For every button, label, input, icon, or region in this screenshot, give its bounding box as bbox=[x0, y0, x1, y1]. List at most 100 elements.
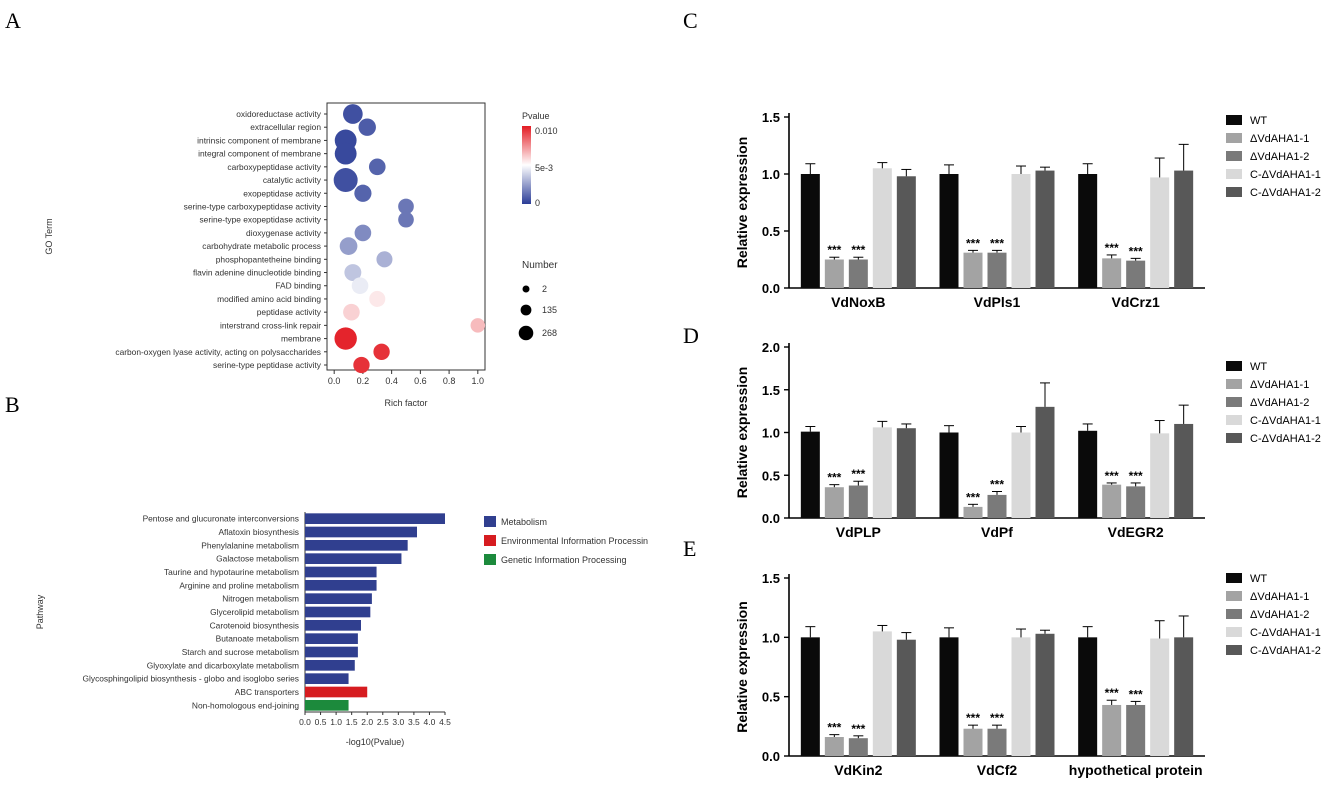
pathway-bar bbox=[305, 686, 368, 698]
y-tick-label: 1.0 bbox=[762, 167, 780, 182]
significance-marker: *** bbox=[1105, 686, 1119, 700]
expression-bar bbox=[848, 485, 868, 518]
expression-bar bbox=[824, 259, 844, 288]
expression-bar bbox=[896, 176, 916, 288]
y-tick-label: 0.5 bbox=[762, 690, 780, 705]
pathway-legend-swatch bbox=[484, 516, 496, 527]
expression-bar bbox=[1126, 260, 1146, 288]
pathway-bar bbox=[305, 553, 402, 564]
gene-label: VdPf bbox=[981, 524, 1013, 540]
pathway-label: Butanoate metabolism bbox=[216, 634, 299, 644]
expression-bar bbox=[824, 737, 844, 756]
expression-bar bbox=[987, 494, 1007, 518]
significance-marker: *** bbox=[966, 236, 980, 250]
gene-label: VdCf2 bbox=[977, 762, 1018, 778]
group-legend-label: ΔVdAHA1-2 bbox=[1250, 397, 1309, 409]
expression-bar bbox=[963, 252, 983, 288]
go-term-label: interstrand cross-link repair bbox=[220, 320, 321, 330]
pathway-label: Aflatoxin biosynthesis bbox=[218, 527, 299, 537]
significance-marker: *** bbox=[851, 243, 865, 257]
go-term-bubble bbox=[358, 118, 376, 136]
group-legend-label: ΔVdAHA1-2 bbox=[1250, 609, 1309, 621]
number-legend-value: 268 bbox=[542, 328, 557, 338]
gene-label: VdKin2 bbox=[834, 762, 882, 778]
group-legend-label: ΔVdAHA1-1 bbox=[1250, 379, 1309, 391]
pathway-bar bbox=[305, 673, 349, 684]
go-term-label: catalytic activity bbox=[263, 175, 322, 185]
pathway-bar bbox=[305, 700, 349, 711]
pathway-bar bbox=[305, 526, 417, 538]
go-term-label: FAD binding bbox=[275, 281, 321, 291]
group-legend-swatch bbox=[1226, 379, 1242, 389]
number-legend-value: 2 bbox=[542, 284, 547, 294]
expression-bar bbox=[848, 738, 868, 756]
pathway-bar bbox=[305, 660, 355, 671]
pathway-bar bbox=[305, 633, 358, 644]
pathway-bar bbox=[305, 540, 408, 551]
significance-marker: *** bbox=[851, 722, 865, 736]
x-tick-label: 3.5 bbox=[408, 717, 420, 727]
expression-bar bbox=[872, 427, 892, 518]
pathway-label: Pentose and glucuronate interconversions bbox=[143, 514, 299, 524]
significance-marker: *** bbox=[966, 490, 980, 504]
y-axis-label: Relative expression bbox=[734, 367, 750, 499]
y-axis-label: Relative expression bbox=[734, 601, 750, 733]
expression-bar bbox=[1011, 637, 1031, 756]
number-legend-dot bbox=[522, 285, 530, 293]
expression-bar bbox=[1011, 174, 1031, 288]
pathway-label: Non-homologous end-joining bbox=[192, 700, 299, 710]
go-term-label: dioxygenase activity bbox=[246, 228, 322, 238]
expression-bar bbox=[896, 428, 916, 518]
expression-bar bbox=[1126, 704, 1146, 756]
expression-bar bbox=[1011, 432, 1031, 518]
go-term-bubble bbox=[353, 356, 370, 374]
pathway-legend-label: Environmental Information Processin bbox=[501, 536, 648, 546]
group-legend-swatch bbox=[1226, 115, 1242, 125]
pvalue-legend-tick: 0 bbox=[535, 198, 540, 208]
expression-bar bbox=[800, 174, 820, 288]
go-term-label: intrinsic component of membrane bbox=[197, 135, 321, 145]
pathway-bar bbox=[305, 606, 371, 618]
expression-bar bbox=[896, 639, 916, 756]
pathway-bar bbox=[305, 566, 377, 578]
group-legend-label: C-ΔVdAHA1-1 bbox=[1250, 415, 1321, 427]
y-tick-label: 1.5 bbox=[762, 110, 780, 125]
pathway-label: Glyoxylate and dicarboxylate metabolism bbox=[147, 660, 299, 670]
go-term-label: peptidase activity bbox=[257, 307, 322, 317]
group-legend-swatch bbox=[1226, 609, 1242, 619]
pathway-legend-label: Genetic Information Processing bbox=[501, 555, 627, 565]
significance-marker: *** bbox=[990, 477, 1004, 491]
expression-bar bbox=[987, 252, 1007, 288]
significance-marker: *** bbox=[827, 243, 841, 257]
significance-marker: *** bbox=[990, 711, 1004, 725]
y-axis-label: Relative expression bbox=[734, 137, 750, 269]
expression-bar bbox=[872, 168, 892, 288]
expression-bar bbox=[1078, 430, 1098, 518]
gene-label: VdNoxB bbox=[831, 294, 885, 310]
group-legend-swatch bbox=[1226, 591, 1242, 601]
group-legend-swatch bbox=[1226, 151, 1242, 161]
go-term-label: carboxypeptidase activity bbox=[227, 162, 321, 172]
x-axis-label: -log10(Pvalue) bbox=[346, 737, 405, 747]
pathway-label: Glycerolipid metabolism bbox=[210, 607, 299, 617]
go-term-bubble bbox=[373, 343, 390, 360]
expression-bar bbox=[1078, 637, 1098, 756]
x-tick-label: 0.0 bbox=[299, 717, 311, 727]
expression-bar bbox=[1035, 170, 1055, 288]
y-tick-label: 0.5 bbox=[762, 224, 780, 239]
pathway-legend-label: Metabolism bbox=[501, 517, 547, 527]
x-tick-label: 2.0 bbox=[361, 717, 373, 727]
group-legend-label: ΔVdAHA1-1 bbox=[1250, 133, 1309, 145]
group-legend-label: WT bbox=[1250, 361, 1267, 373]
significance-marker: *** bbox=[851, 467, 865, 481]
y-tick-label: 1.0 bbox=[762, 426, 780, 441]
pathway-label: ABC transporters bbox=[235, 687, 299, 697]
group-legend-label: C-ΔVdAHA1-1 bbox=[1250, 627, 1321, 639]
expression-bar bbox=[800, 637, 820, 756]
significance-marker: *** bbox=[1105, 241, 1119, 255]
pathway-label: Starch and sucrose metabolism bbox=[182, 647, 299, 657]
x-tick-label: 0.4 bbox=[385, 376, 398, 386]
pathway-bar bbox=[305, 513, 445, 524]
group-legend-label: C-ΔVdAHA1-2 bbox=[1250, 187, 1321, 199]
